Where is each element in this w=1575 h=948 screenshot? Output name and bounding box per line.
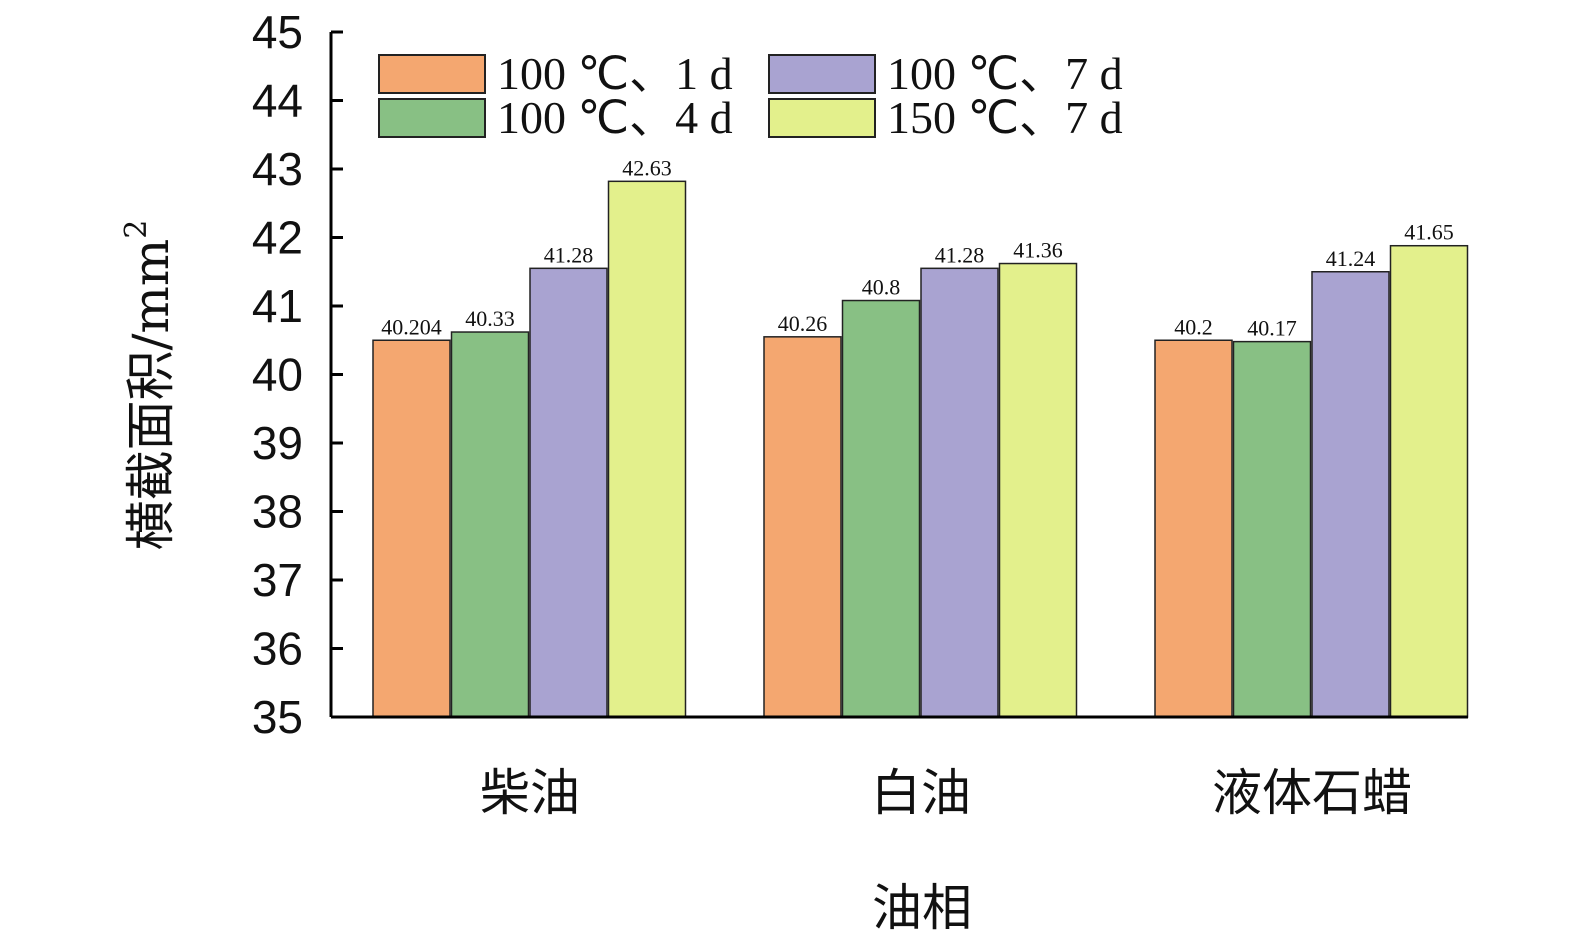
x-category-label: 柴油 [480, 764, 580, 822]
legend-swatch [768, 98, 876, 138]
x-category-label: 液体石蜡 [1212, 764, 1412, 822]
y-axis-title-superscript: 2 [119, 220, 154, 239]
legend-swatch [768, 54, 876, 94]
y-tick-label: 40 [252, 349, 303, 401]
data-label: 41.28 [935, 242, 985, 267]
data-label: 41.24 [1326, 246, 1376, 271]
bars-layer [372, 180, 1469, 718]
y-tick-label: 39 [252, 417, 303, 469]
data-label: 40.33 [465, 306, 515, 331]
legend-label: 100 ℃、7 d [887, 48, 1123, 99]
legend-label: 150 ℃、7 d [887, 92, 1123, 143]
data-labels-layer: 40.204 40.33 41.28 42.63 40.26 40.8 41.28 41.36… [381, 155, 1454, 340]
y-tick-label: 35 [252, 691, 303, 743]
x-axis-title: 油相 [872, 879, 972, 937]
y-axis-title: 横截面积/mm2 [119, 220, 180, 551]
bar [1232, 340, 1312, 718]
category-labels-layer: 柴油 白油 液体石蜡 [480, 764, 1412, 822]
bar [1311, 271, 1390, 718]
y-tick-label: 36 [252, 623, 303, 675]
legend-swatch [378, 98, 486, 138]
data-label: 40.17 [1247, 316, 1297, 341]
data-label: 40.204 [381, 314, 442, 339]
y-ticks-layer: 35 36 37 38 39 40 41 42 43 44 45 [252, 6, 343, 743]
data-label: 40.26 [778, 311, 828, 336]
bar [372, 339, 451, 718]
y-axis-title-main: 横截面积/mm [122, 239, 180, 551]
data-label: 40.2 [1174, 314, 1213, 339]
y-tick-label: 41 [252, 280, 303, 332]
bar [1154, 339, 1233, 718]
data-label: 41.65 [1404, 220, 1454, 245]
legend-swatch [378, 54, 486, 94]
x-category-label: 白油 [871, 764, 971, 822]
y-tick-label: 45 [252, 6, 303, 58]
bar [998, 262, 1078, 718]
y-tick-label: 37 [252, 554, 303, 606]
data-label: 41.28 [544, 242, 594, 267]
y-tick-label: 43 [252, 143, 303, 195]
y-tick-label: 38 [252, 486, 303, 538]
data-label: 40.8 [862, 275, 901, 300]
bar [763, 336, 842, 718]
bar [841, 299, 921, 718]
legend-label: 100 ℃、4 d [497, 92, 733, 143]
bar [450, 331, 530, 718]
bar [920, 267, 999, 718]
bar [1389, 244, 1469, 718]
bar [529, 267, 608, 718]
legend-label: 100 ℃、1 d [497, 48, 733, 99]
data-label: 42.63 [622, 155, 672, 180]
data-label: 41.36 [1013, 238, 1063, 263]
y-tick-label: 42 [252, 212, 303, 264]
bar [607, 180, 687, 718]
y-tick-label: 44 [252, 75, 303, 127]
